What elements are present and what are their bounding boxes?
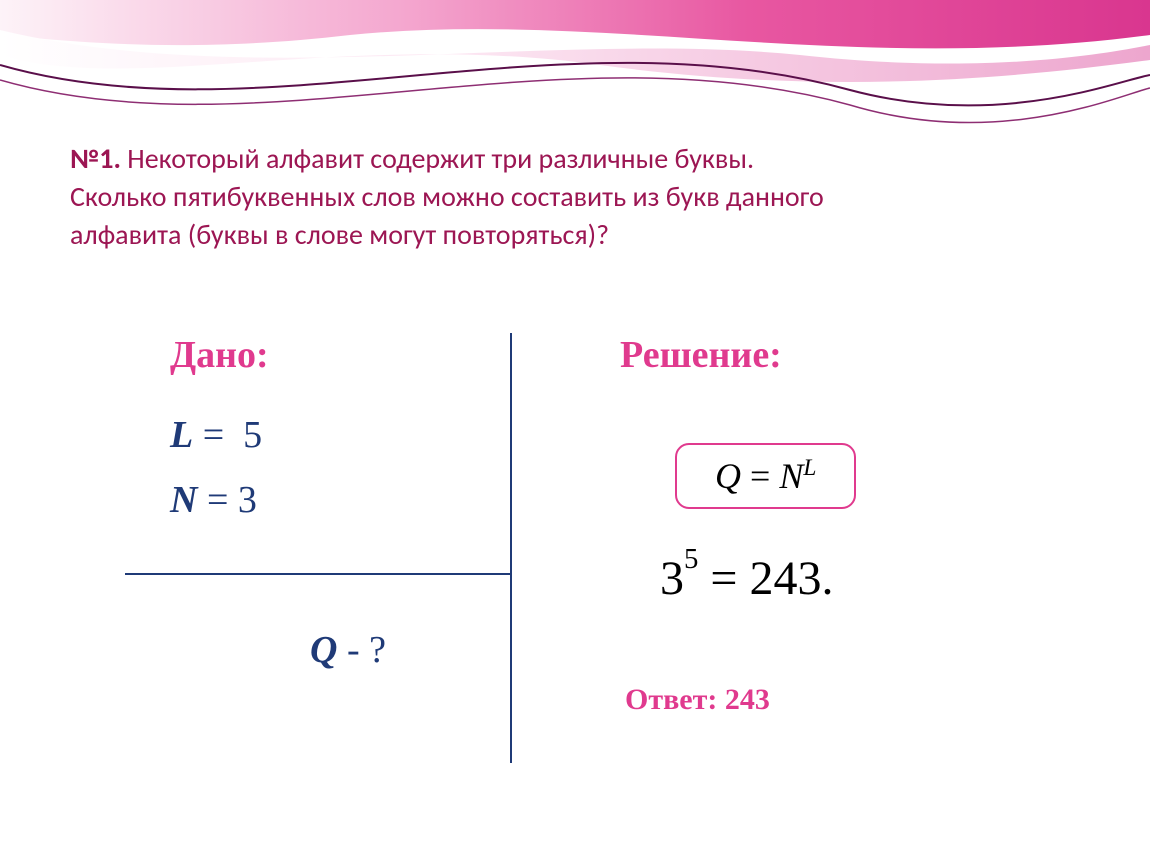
answer: Ответ: 243 [625, 683, 770, 717]
formula-eq: = [750, 456, 770, 496]
given-N: N = 3 [170, 478, 257, 522]
problem-statement: №1. Некоторый алфавит содержит три разли… [70, 140, 1080, 253]
given-L-eq: = [203, 414, 224, 456]
answer-label: Ответ: [625, 683, 717, 716]
given-N-val: 3 [238, 479, 257, 521]
calc-tail: . [821, 552, 833, 605]
formula-lhs: Q [715, 456, 741, 496]
find-Q-dash: - [347, 629, 360, 671]
find-Q: Q - ? [310, 628, 386, 672]
solution-label: Решение: [620, 333, 782, 377]
calc-base: 3 [660, 552, 684, 605]
vertical-divider [510, 333, 512, 763]
calc-exp: 5 [684, 543, 698, 575]
given-N-var: N [170, 479, 197, 521]
calculation: 35 = 243. [660, 543, 833, 606]
horizontal-divider [125, 573, 510, 575]
find-Q-mark: ? [369, 629, 386, 671]
work-area: Дано: L = 5 N = 3 Q - ? Решение: Q = N L … [70, 323, 1080, 823]
answer-value: 243 [725, 683, 770, 716]
calc-result: 243 [749, 552, 821, 605]
formula-box: Q = NL [675, 443, 856, 509]
given-label: Дано: [170, 333, 269, 377]
problem-line2: Сколько пятибуквенных слов можно состави… [70, 179, 824, 214]
problem-line3: алфавита (буквы в слове могут повторятьс… [70, 217, 609, 252]
given-L: L = 5 [170, 413, 262, 457]
given-N-eq: = [207, 479, 228, 521]
problem-line1: Некоторый алфавит содержит три различные… [121, 141, 754, 176]
problem-number: №1. [70, 141, 121, 176]
formula-exp: L [803, 455, 816, 481]
formula-base: N [779, 456, 803, 496]
calc-eq: = [710, 552, 737, 605]
given-L-var: L [170, 414, 193, 456]
find-Q-var: Q [310, 629, 337, 671]
given-L-val: 5 [243, 414, 262, 456]
